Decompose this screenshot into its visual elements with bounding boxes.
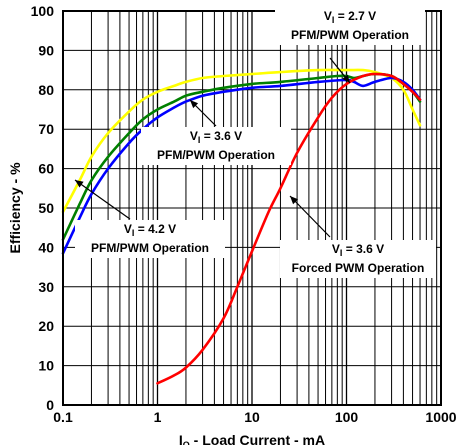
annotation-3: VI = 4.2 V PFM/PWM Operation: [75, 220, 225, 258]
annotation-arrow-head: [190, 100, 199, 109]
x-tick-label: 10: [244, 409, 260, 425]
annotation-arrow-head: [342, 74, 350, 83]
annotation-background: [275, 7, 425, 45]
annotation-value: = 3.6 V: [200, 129, 242, 143]
y-tick-label: 30: [38, 279, 54, 295]
annotation-line: PFM/PWM Operation: [157, 148, 275, 162]
annotation-value: = 3.6 V: [342, 242, 384, 256]
annotation-arrow-head: [75, 180, 84, 188]
annotation-2: VI = 3.6 V PFM/PWM Operation: [141, 127, 291, 165]
y-axis-label: Efficiency - %: [7, 162, 23, 254]
y-tick-label: 40: [38, 239, 54, 255]
plot-frame: [62, 10, 442, 406]
y-tick-label: 90: [38, 42, 54, 58]
x-axis-label: IO - Load Current - mA: [179, 432, 325, 445]
annotation-subscript: I: [340, 248, 343, 258]
annotation-line: PFM/PWM Operation: [91, 241, 209, 255]
annotation-arrow-line: [74, 179, 131, 220]
annotation-line: VI = 3.6 V: [190, 129, 242, 145]
annotation-value: = 2.7 V: [334, 9, 376, 23]
x-tick-label: 1: [154, 409, 162, 425]
y-tick-label: 0: [46, 397, 54, 413]
annotation-symbol: V: [324, 9, 332, 23]
annotation-background: [75, 220, 225, 258]
annotation-arrow-line: [289, 195, 331, 238]
annotation-background: [141, 127, 291, 165]
y-tick-label: 10: [38, 358, 54, 374]
annotation-line: PFM/PWM Operation: [291, 28, 409, 42]
series-curves: [61, 68, 422, 385]
y-tick-labels: 0 10 20 30 40 50 60 70 80 90 100: [31, 3, 55, 413]
x-tick-label: 100: [335, 409, 359, 425]
annotation-arrow-head: [290, 196, 299, 205]
annotation-line: VI = 3.6 V: [332, 242, 384, 258]
annotation-symbol: V: [190, 129, 198, 143]
annotation-subscript: I: [198, 135, 201, 145]
x-tick-label: 0.1: [53, 409, 73, 425]
grid: [63, 11, 441, 405]
y-tick-label: 50: [38, 200, 54, 216]
annotation-symbol: V: [332, 242, 340, 256]
x-tick-label: 1000: [425, 409, 456, 425]
annotation-4: VI = 3.6 V Forced PWM Operation: [280, 240, 436, 278]
y-tick-label: 70: [38, 121, 54, 137]
x-axis-label-subscript: O: [183, 440, 190, 445]
x-axis-label-main: I: [179, 432, 183, 445]
y-tick-label: 80: [38, 82, 54, 98]
x-axis-label-rest: - Load Current - mA: [190, 432, 325, 445]
x-tick-labels: 0.1 1 10 100 1000: [53, 409, 457, 425]
y-tick-label: 20: [38, 318, 54, 334]
annotation-line: VI = 4.2 V: [124, 222, 176, 238]
annotation-symbol: V: [124, 222, 132, 236]
y-tick-label: 60: [38, 161, 54, 177]
annotation-value: = 4.2 V: [134, 222, 176, 236]
annotation-background: [280, 240, 436, 278]
annotation-1: VI = 2.7 V PFM/PWM Operation: [275, 7, 425, 45]
series-line-4: [156, 72, 422, 385]
annotation-subscript: I: [332, 15, 335, 25]
annotation-line: Forced PWM Operation: [292, 261, 425, 275]
annotation-line: VI = 2.7 V: [324, 9, 376, 25]
series-line-3: [61, 76, 422, 255]
annotation-arrows: [74, 57, 351, 238]
annotation-subscript: I: [132, 228, 135, 238]
y-tick-label: 100: [31, 3, 55, 19]
